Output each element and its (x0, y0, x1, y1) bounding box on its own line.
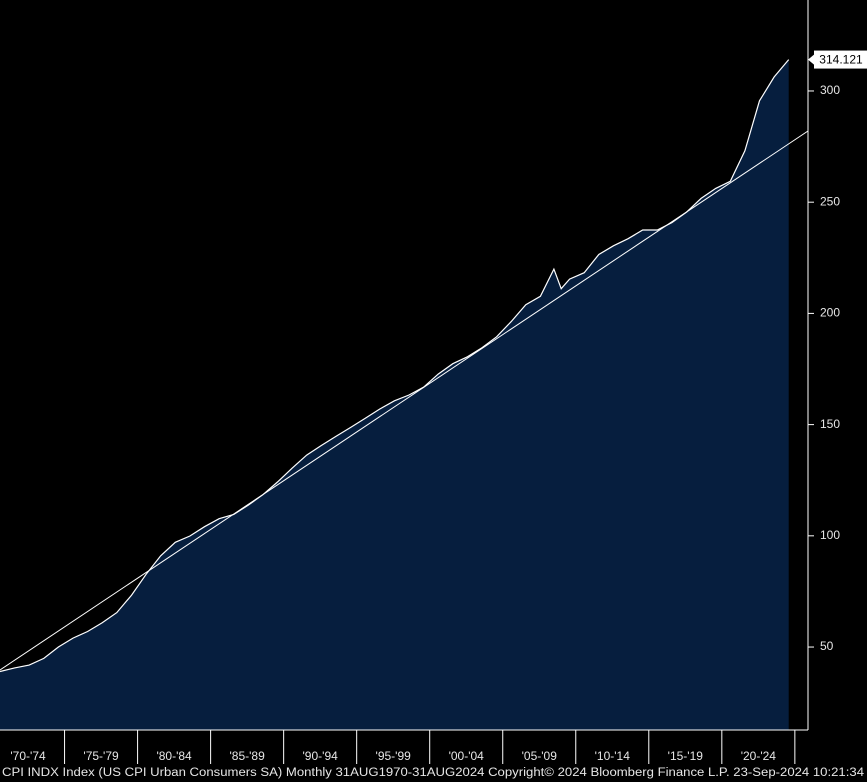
y-tick-label: 200 (820, 306, 840, 320)
footer: CPI INDX Index (US CPI Urban Consumers S… (2, 767, 865, 779)
y-tick-label: 150 (820, 417, 840, 431)
last-value-pointer (808, 54, 814, 65)
y-tick-label: 50 (820, 639, 834, 653)
x-tick-label: '80-'84 (156, 749, 192, 763)
x-tick-label: '85-'89 (229, 749, 265, 763)
y-tick-label: 100 (820, 528, 840, 542)
x-tick-label: '15-'19 (668, 749, 704, 763)
x-tick-label: '95-'99 (376, 749, 412, 763)
area-fill (0, 59, 789, 731)
last-value-label: 314.121 (819, 53, 863, 67)
x-tick-label: '00-'04 (449, 749, 485, 763)
x-tick-label: '75-'79 (83, 749, 119, 763)
last-value-box (814, 50, 867, 69)
x-tick-label: '70-'74 (10, 749, 46, 763)
trend-line (0, 130, 809, 671)
x-tick-label: '90-'94 (303, 749, 339, 763)
y-tick-label: 300 (820, 83, 840, 97)
y-tick-label: 250 (820, 194, 840, 208)
x-tick-label: '10-'14 (595, 749, 631, 763)
x-tick-label: '05-'09 (522, 749, 558, 763)
x-tick-label: '20-'24 (741, 749, 777, 763)
line (0, 59, 790, 673)
